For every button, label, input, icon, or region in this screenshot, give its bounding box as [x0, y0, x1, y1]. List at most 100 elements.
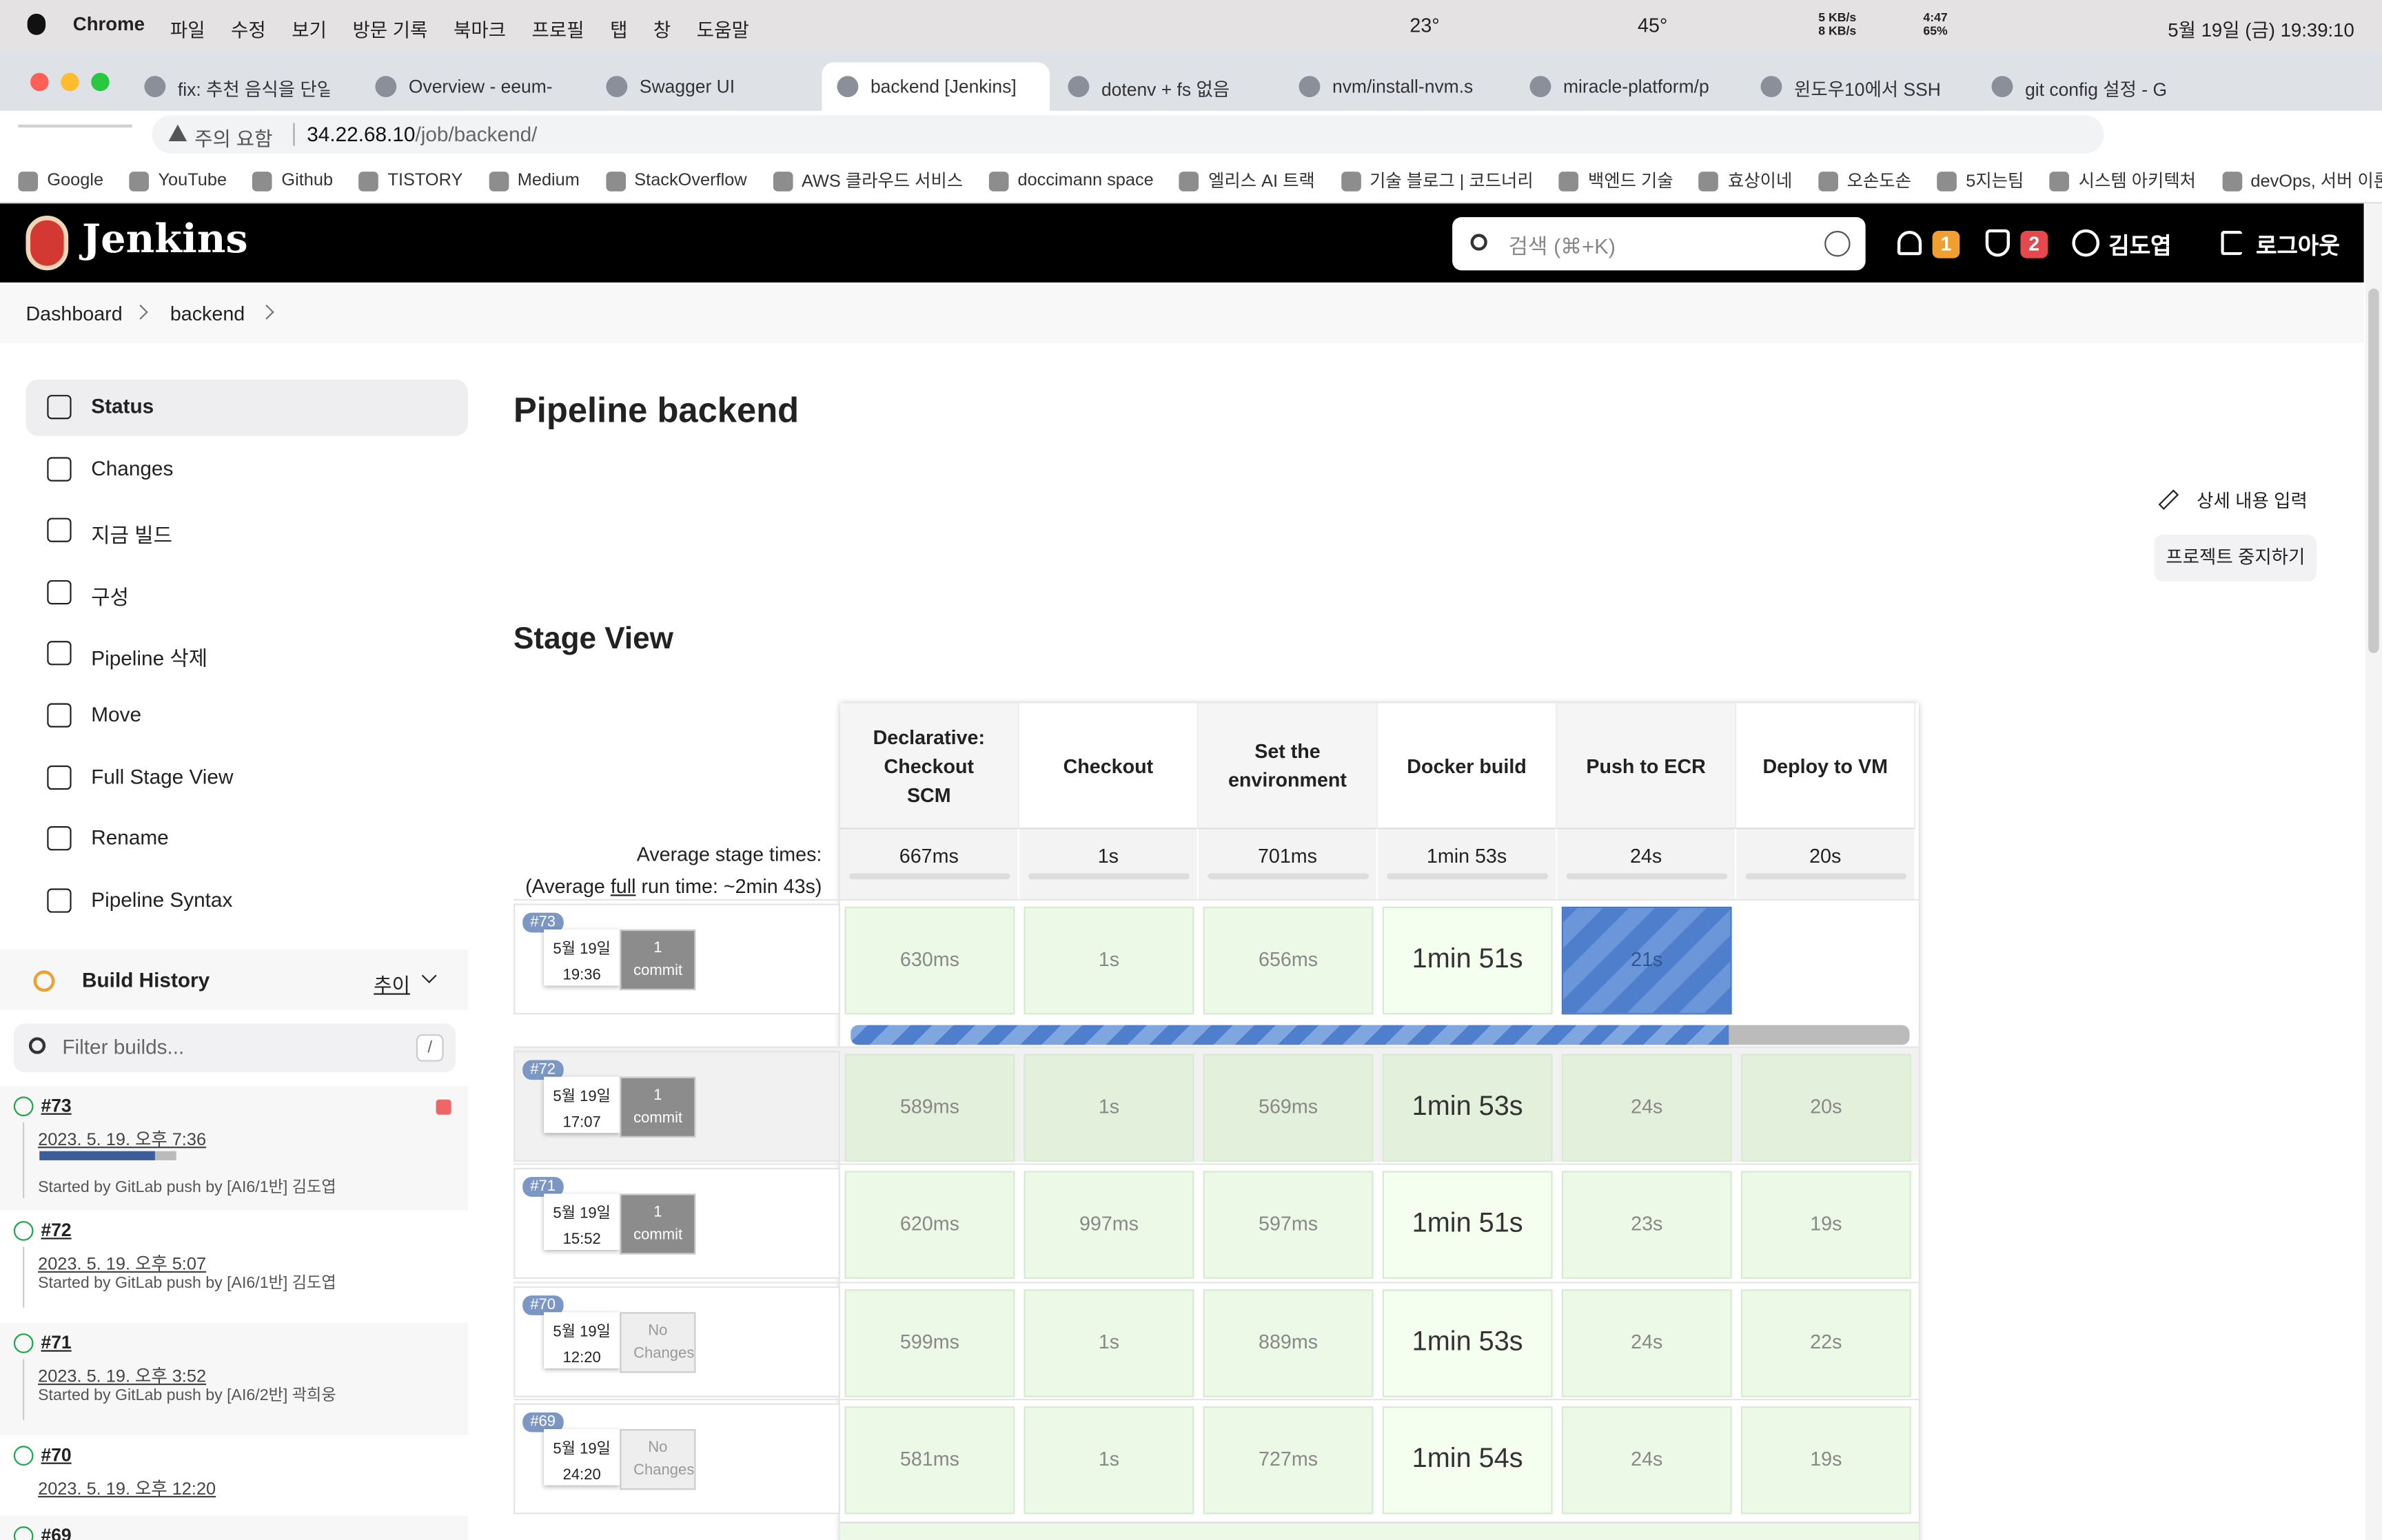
sidebar-item[interactable]: Pipeline 삭제 [26, 626, 467, 683]
bookmark[interactable]: 효상이네 [1699, 169, 1792, 193]
bookmark[interactable]: 엘리스 AI 트랙 [1179, 169, 1315, 193]
bookmark[interactable]: 백엔드 기술 [1559, 169, 1673, 193]
bookmark-icon [605, 170, 626, 191]
warning-icon [168, 124, 187, 141]
sidebar-item[interactable]: Rename [26, 811, 467, 867]
tab-title: backend [Jenkins] [870, 76, 1017, 98]
search-placeholder: 검색 (⌘+K) [1508, 234, 1616, 258]
menu[interactable]: 파일 [170, 19, 205, 41]
bookmark[interactable]: 오손도손 [1818, 169, 1911, 193]
search-box[interactable]: 검색 (⌘+K) [1452, 217, 1866, 271]
build-date[interactable]: 2023. 5. 19. 오후 3:52 [38, 1368, 207, 1387]
bookmark[interactable]: 5지는팀 [1937, 169, 2024, 193]
bookmark[interactable]: devOps, 서버 이론 [2221, 169, 2382, 193]
menu[interactable]: 보기 [292, 19, 327, 41]
sidebar-item[interactable]: Move [26, 688, 467, 744]
sidebar-item[interactable]: Status [26, 380, 468, 436]
stage-cell: 569ms [1203, 1054, 1374, 1162]
page-title: Pipeline backend [513, 390, 800, 430]
run-date-box [544, 929, 620, 986]
bookmark[interactable]: Google [18, 169, 103, 193]
edit-description[interactable]: 상세 내용 입력 [2197, 490, 2308, 512]
tab[interactable]: 윈도우10에서 SSH [1746, 62, 1974, 111]
tab[interactable]: miracle-platform/p [1514, 62, 1742, 111]
sidebar-item[interactable]: Pipeline Syntax [26, 873, 467, 930]
bookmark[interactable]: AWS 클라우드 서비스 [773, 169, 963, 193]
menu[interactable]: 북마크 [453, 19, 507, 41]
build-number[interactable]: #69 [41, 1524, 72, 1540]
sidebar-item[interactable]: 지금 빌드 [26, 503, 467, 559]
bookmark[interactable]: Github [252, 169, 333, 193]
build-cause: Started by GitLab push by [AI6/2반] 곽희웅 [38, 1386, 336, 1405]
build-date[interactable]: 2023. 5. 19. 오후 12:20 [38, 1480, 216, 1499]
notification-badge[interactable]: 1 [1932, 231, 1960, 258]
filter-placeholder: Filter builds... [62, 1036, 185, 1059]
tab[interactable]: Overview - eeum- [360, 62, 588, 111]
jenkins-logo[interactable]: Jenkins [82, 217, 248, 263]
average-label: Average stage times: [636, 843, 822, 866]
stage-header: Checkout [1019, 703, 1199, 828]
build-number[interactable]: #73 [41, 1095, 72, 1117]
menu[interactable]: 탭 [610, 19, 628, 41]
menu[interactable]: 도움말 [696, 19, 749, 41]
run-number[interactable]: #73 [522, 912, 564, 933]
bookmark-label: Google [47, 172, 104, 190]
bookmark[interactable]: StackOverflow [605, 169, 747, 193]
run-number[interactable]: #69 [522, 1412, 564, 1433]
user-name[interactable]: 김도엽 [2108, 234, 2172, 260]
tab[interactable]: backend [Jenkins] [822, 62, 1050, 111]
build-date[interactable]: 2023. 5. 19. 오후 7:36 [38, 1131, 207, 1150]
run-changes[interactable]: No Changes [620, 1312, 696, 1373]
run-number[interactable]: #71 [522, 1177, 564, 1197]
stage-cell: 24s [1561, 1406, 1732, 1515]
menu[interactable]: 방문 기록 [352, 19, 428, 41]
tab[interactable]: dotenv + fs 없음 [1052, 62, 1281, 111]
tab[interactable]: nvm/install-nvm.s [1283, 62, 1511, 111]
run-changes[interactable]: 1 commit [620, 1193, 696, 1255]
security-badge[interactable]: 2 [2020, 231, 2048, 258]
sidebar-item[interactable]: Changes [26, 441, 467, 497]
trend-link[interactable]: 추이 [374, 973, 410, 996]
stage-header: Set the environment [1199, 703, 1378, 828]
disable-button[interactable]: 프로젝트 중지하기 [2154, 534, 2317, 582]
bookmark[interactable]: TISTORY [358, 169, 462, 193]
sidebar-icon [47, 518, 72, 543]
bookmark-label: 기술 블로그 | 코드너리 [1370, 173, 1534, 192]
sidebar-item[interactable]: Full Stage View [26, 750, 467, 806]
bookmark[interactable]: doccimann space [988, 169, 1154, 193]
run-number[interactable]: #70 [522, 1295, 564, 1315]
build-number[interactable]: #72 [41, 1219, 72, 1241]
bookmark[interactable]: Medium [488, 169, 580, 193]
build-date[interactable]: 2023. 5. 19. 오후 5:07 [38, 1255, 207, 1275]
bookmark[interactable]: YouTube [129, 169, 227, 193]
run-changes[interactable]: No Changes [620, 1429, 696, 1490]
tab[interactable]: Swagger UI [591, 62, 819, 111]
build-number[interactable]: #70 [41, 1444, 72, 1466]
address-bar[interactable]: 주의 요함 34.22.68.10/job/backend/ [152, 115, 2104, 154]
sidebar-item[interactable]: 구성 [26, 564, 467, 621]
tab[interactable]: git config 설정 - G [1977, 62, 2205, 111]
menu[interactable]: 수정 [231, 19, 266, 41]
run-date-box [544, 1312, 620, 1368]
bookmark[interactable]: 시스템 아키텍처 [2049, 169, 2196, 193]
build-number[interactable]: #71 [41, 1331, 72, 1353]
breadcrumb-item[interactable]: Dashboard [26, 302, 123, 325]
menu[interactable]: 창 [653, 19, 671, 41]
stage-cell: 19s [1740, 1171, 1911, 1279]
bookmark-label: AWS 클라우드 서비스 [802, 173, 964, 192]
run-changes[interactable]: 1 commit [620, 929, 696, 991]
breadcrumb-item[interactable]: backend [170, 302, 245, 325]
logout[interactable]: 로그아웃 [2256, 234, 2340, 260]
bookmark[interactable]: 기술 블로그 | 코드너리 [1341, 169, 1534, 193]
build-abort[interactable] [436, 1099, 451, 1115]
menu[interactable]: 프로필 [531, 19, 584, 41]
run-number[interactable]: #72 [522, 1060, 564, 1080]
tab[interactable]: fix: 추천 음식을 단일 [129, 62, 357, 111]
run-changes[interactable]: 1 commit [620, 1076, 696, 1138]
stage-cell: 997ms [1024, 1171, 1194, 1279]
bookmark-label: YouTube [158, 172, 227, 190]
shield-icon [1985, 229, 2011, 257]
bookmark-label: devOps, 서버 이론 [2250, 173, 2382, 192]
filter-box[interactable]: Filter builds... / [13, 1023, 456, 1073]
app-name: Chrome [72, 13, 145, 35]
